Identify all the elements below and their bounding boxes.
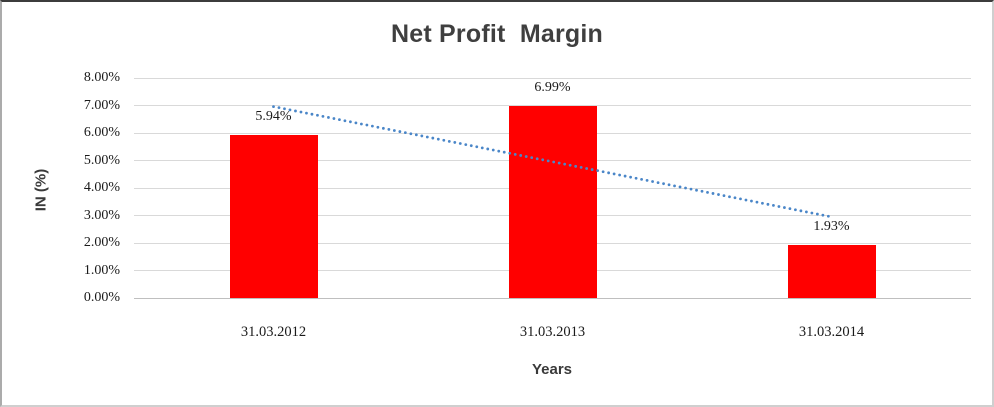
data-label: 1.93%: [813, 218, 850, 234]
y-tick-label: 6.00%: [83, 125, 120, 140]
bar-31.03.2014[interactable]: [787, 244, 876, 298]
x-category-label: 31.03.2012: [240, 324, 307, 340]
y-tick-label: 4.00%: [83, 180, 120, 195]
chart-title: Net Profit Margin: [391, 20, 603, 48]
y-tick-label: 7.00%: [83, 97, 120, 113]
data-label: 5.94%: [255, 108, 292, 124]
y-tick-label: 1.00%: [83, 262, 120, 278]
data-label: 6.99%: [534, 79, 571, 95]
bar-31.03.2013[interactable]: [508, 105, 597, 298]
x-axis-title: Years: [531, 361, 573, 378]
x-axis-line: [134, 297, 971, 299]
y-tick-label: 3.00%: [83, 207, 120, 223]
y-tick-label: 8.00%: [83, 70, 120, 85]
gridline: [134, 77, 971, 79]
x-category-label: 31.03.2013: [519, 324, 586, 340]
y-tick-label: 5.00%: [83, 152, 120, 168]
y-tick-label: 0.00%: [83, 290, 120, 305]
bar-31.03.2012[interactable]: [229, 134, 318, 298]
x-category-label: 31.03.2014: [798, 324, 865, 340]
y-tick-label: 2.00%: [83, 235, 120, 250]
